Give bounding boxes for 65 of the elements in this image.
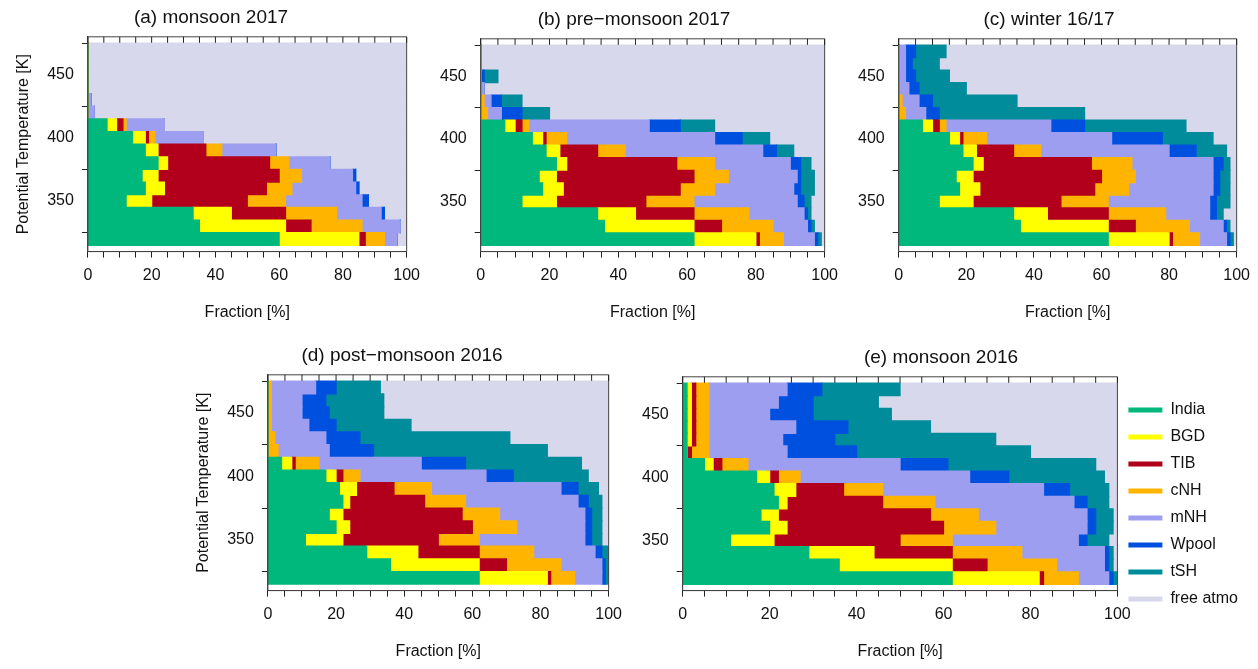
x-tick-label: 100 (595, 604, 623, 622)
chart-title: (c) winter 16/17 (983, 7, 1115, 29)
legend-label: TIB (1170, 454, 1196, 472)
legend-label: mNH (1170, 508, 1207, 526)
x-axis-title: Fraction [%] (857, 641, 943, 659)
chart-title: (d) post−monsoon 2016 (301, 343, 503, 365)
legend-label: tSH (1170, 562, 1198, 580)
y-axis-title: Potential Temperature [K] (194, 392, 212, 573)
x-tick-label: 100 (393, 265, 421, 283)
x-axis-title: Fraction [%] (609, 302, 696, 320)
x-tick-label: 40 (847, 604, 866, 622)
y-tick-label: 350 (439, 191, 467, 209)
y-tick-label: 350 (641, 530, 669, 548)
y-tick-label: 350 (857, 191, 885, 209)
x-tick-label: 60 (463, 604, 482, 622)
y-tick-label: 450 (227, 403, 254, 421)
x-tick-label: 80 (334, 265, 352, 283)
y-tick-label: 400 (47, 128, 74, 146)
x-tick-label: 0 (894, 265, 904, 283)
x-tick-label: 60 (270, 265, 289, 283)
x-tick-label: 40 (609, 265, 628, 283)
legend-label: Wpool (1170, 535, 1216, 553)
x-tick-label: 20 (760, 604, 779, 622)
y-tick-label: 350 (227, 530, 254, 548)
x-axis-title: Fraction [%] (395, 641, 481, 659)
x-tick-label: 20 (957, 265, 976, 283)
y-tick-label: 450 (857, 66, 885, 84)
x-tick-label: 40 (395, 604, 414, 622)
x-tick-label: 20 (142, 265, 161, 283)
x-axis-title: Fraction [%] (1024, 302, 1111, 320)
chart-title: (b) pre−monsoon 2017 (537, 7, 731, 29)
x-tick-label: 80 (531, 604, 550, 622)
x-tick-label: 80 (1160, 265, 1179, 283)
x-tick-label: 40 (1024, 265, 1043, 283)
x-tick-label: 100 (1223, 265, 1251, 283)
y-tick-label: 450 (439, 66, 467, 84)
legend-label: BGD (1170, 427, 1206, 445)
y-tick-label: 450 (641, 404, 669, 422)
x-tick-label: 60 (678, 265, 697, 283)
y-tick-label: 400 (439, 129, 467, 147)
x-tick-label: 100 (811, 265, 839, 283)
chart-title: (a) monsoon 2017 (133, 5, 289, 27)
x-tick-label: 0 (83, 265, 93, 283)
y-tick-label: 350 (47, 191, 74, 209)
legend-label: cNH (1170, 481, 1202, 499)
x-tick-label: 80 (746, 265, 765, 283)
x-tick-label: 60 (1092, 265, 1111, 283)
x-tick-label: 60 (934, 604, 953, 622)
legend-label: free atmo (1170, 589, 1239, 607)
x-tick-label: 0 (263, 604, 273, 622)
y-tick-label: 400 (641, 467, 669, 485)
legend-label: India (1170, 400, 1206, 418)
y-axis-title: Potential Temperature [K] (14, 54, 32, 235)
x-tick-label: 20 (540, 265, 559, 283)
x-axis-title: Fraction [%] (204, 302, 290, 320)
y-tick-label: 450 (47, 65, 74, 83)
x-tick-label: 80 (1021, 604, 1040, 622)
x-tick-label: 100 (1104, 604, 1131, 622)
x-tick-label: 20 (327, 604, 346, 622)
chart-title: (e) monsoon 2016 (863, 345, 1019, 367)
y-tick-label: 400 (227, 466, 254, 484)
x-tick-label: 0 (476, 265, 486, 283)
x-tick-label: 40 (206, 265, 225, 283)
x-tick-label: 0 (678, 604, 688, 622)
y-tick-label: 400 (857, 129, 885, 147)
